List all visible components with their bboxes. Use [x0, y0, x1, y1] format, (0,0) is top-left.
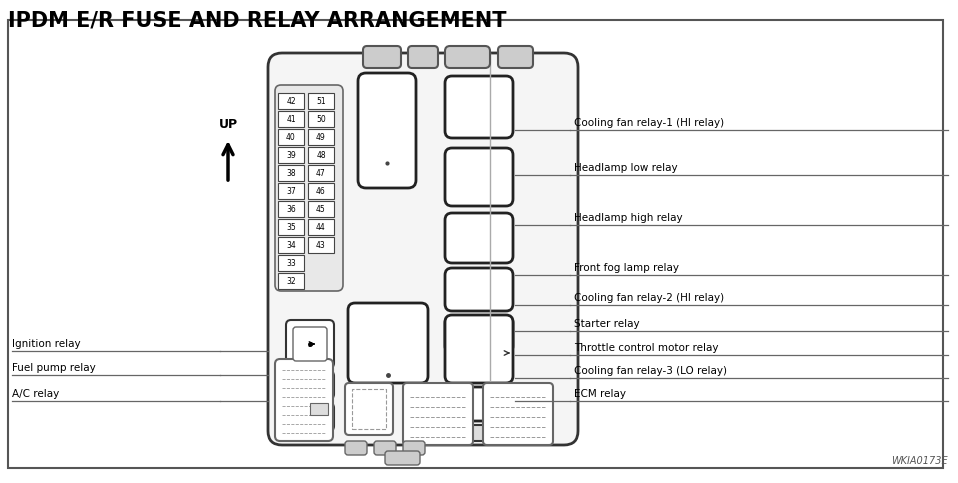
Bar: [278, 165, 304, 181]
Text: 50: 50: [316, 114, 326, 124]
Text: 35: 35: [286, 223, 296, 231]
Text: 51: 51: [316, 97, 326, 105]
Text: 33: 33: [286, 258, 296, 268]
Bar: [310, 403, 328, 415]
Bar: [278, 147, 304, 163]
Text: 42: 42: [286, 97, 296, 105]
Text: 44: 44: [316, 223, 326, 231]
Text: 40: 40: [286, 132, 296, 142]
Text: 45: 45: [316, 204, 326, 213]
Text: 47: 47: [316, 169, 326, 177]
FancyBboxPatch shape: [286, 320, 334, 368]
Bar: [352, 389, 386, 429]
FancyBboxPatch shape: [286, 371, 334, 399]
Text: Cooling fan relay-2 (HI relay): Cooling fan relay-2 (HI relay): [574, 293, 724, 303]
Bar: [278, 111, 304, 127]
Text: 48: 48: [316, 151, 326, 159]
FancyBboxPatch shape: [293, 327, 327, 361]
Text: 38: 38: [286, 169, 296, 177]
FancyBboxPatch shape: [408, 46, 438, 68]
FancyBboxPatch shape: [275, 359, 333, 441]
Bar: [278, 93, 304, 109]
FancyBboxPatch shape: [374, 441, 396, 455]
Text: IPDM E/R FUSE AND RELAY ARRANGEMENT: IPDM E/R FUSE AND RELAY ARRANGEMENT: [8, 11, 507, 31]
Bar: [308, 165, 334, 181]
FancyBboxPatch shape: [498, 46, 533, 68]
FancyBboxPatch shape: [445, 46, 490, 68]
Bar: [308, 93, 334, 109]
FancyBboxPatch shape: [445, 387, 513, 421]
Bar: [278, 183, 304, 199]
Text: 43: 43: [316, 241, 326, 250]
Text: 39: 39: [286, 151, 296, 159]
FancyBboxPatch shape: [445, 76, 513, 138]
FancyBboxPatch shape: [445, 315, 513, 383]
Text: Starter relay: Starter relay: [574, 319, 640, 329]
FancyBboxPatch shape: [385, 451, 420, 465]
Bar: [278, 219, 304, 235]
FancyBboxPatch shape: [445, 213, 513, 263]
FancyBboxPatch shape: [445, 425, 513, 441]
FancyBboxPatch shape: [275, 85, 343, 291]
Text: A/C relay: A/C relay: [12, 389, 59, 399]
Text: 49: 49: [316, 132, 326, 142]
Bar: [278, 201, 304, 217]
Text: Front fog lamp relay: Front fog lamp relay: [574, 263, 679, 273]
Bar: [278, 237, 304, 253]
Text: 32: 32: [286, 276, 296, 285]
Text: 41: 41: [286, 114, 296, 124]
Bar: [308, 237, 334, 253]
Text: WKIA0173E: WKIA0173E: [891, 456, 948, 466]
Bar: [308, 147, 334, 163]
FancyBboxPatch shape: [345, 383, 393, 435]
Text: 46: 46: [316, 186, 326, 196]
Text: 36: 36: [286, 204, 296, 213]
Text: Headlamp high relay: Headlamp high relay: [574, 213, 683, 223]
Bar: [278, 255, 304, 271]
Text: Headlamp low relay: Headlamp low relay: [574, 163, 677, 173]
FancyBboxPatch shape: [445, 268, 513, 311]
Text: Cooling fan relay-1 (HI relay): Cooling fan relay-1 (HI relay): [574, 118, 724, 128]
Text: ECM relay: ECM relay: [574, 389, 626, 399]
FancyBboxPatch shape: [403, 441, 425, 455]
FancyBboxPatch shape: [363, 46, 401, 68]
FancyBboxPatch shape: [345, 441, 367, 455]
Bar: [278, 273, 304, 289]
Text: Fuel pump relay: Fuel pump relay: [12, 363, 96, 373]
FancyBboxPatch shape: [403, 383, 473, 445]
FancyBboxPatch shape: [286, 403, 334, 431]
Text: 34: 34: [286, 241, 296, 250]
Text: Ignition relay: Ignition relay: [12, 339, 80, 349]
Text: Cooling fan relay-3 (LO relay): Cooling fan relay-3 (LO relay): [574, 366, 727, 376]
FancyBboxPatch shape: [348, 303, 428, 383]
Text: 37: 37: [286, 186, 296, 196]
FancyBboxPatch shape: [445, 316, 513, 353]
Text: UP: UP: [218, 118, 238, 131]
FancyBboxPatch shape: [268, 53, 578, 445]
Bar: [278, 129, 304, 145]
Bar: [308, 111, 334, 127]
FancyBboxPatch shape: [358, 73, 416, 188]
Bar: [308, 183, 334, 199]
Text: Throttle control motor relay: Throttle control motor relay: [574, 343, 718, 353]
Bar: [308, 219, 334, 235]
FancyBboxPatch shape: [483, 383, 553, 445]
Bar: [308, 201, 334, 217]
FancyBboxPatch shape: [445, 148, 513, 206]
Bar: [308, 129, 334, 145]
